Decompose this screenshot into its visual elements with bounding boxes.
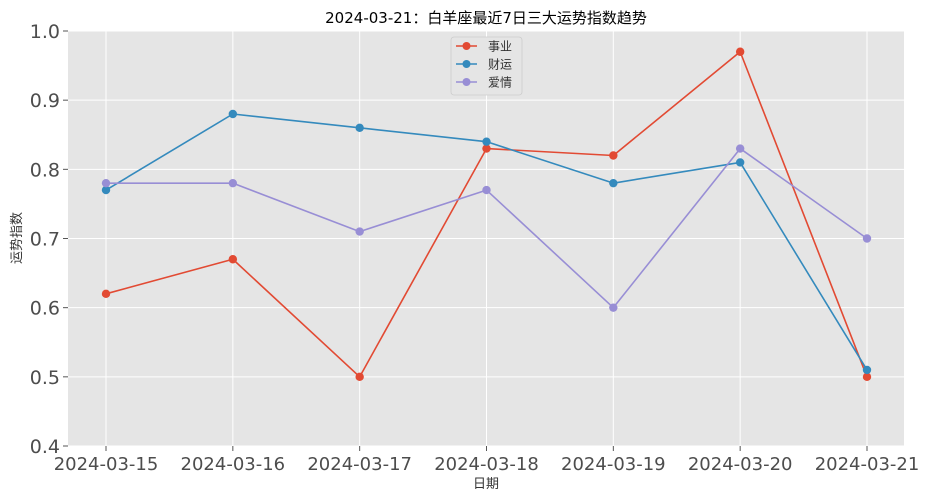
data-point xyxy=(862,365,872,375)
data-point xyxy=(355,123,364,133)
data-point xyxy=(735,144,745,153)
data-point xyxy=(228,255,238,264)
data-point xyxy=(482,137,491,146)
data-point xyxy=(482,144,491,153)
y-tick-label: 0.8 xyxy=(30,159,60,181)
x-tick-label: 2024-03-18 xyxy=(434,454,539,475)
series-1 xyxy=(101,109,872,375)
x-tick-label: 2024-03-15 xyxy=(54,454,159,475)
data-point xyxy=(228,178,238,188)
series-2 xyxy=(101,144,872,312)
data-point xyxy=(101,289,111,299)
data-point xyxy=(735,158,745,167)
legend-label: 财运 xyxy=(488,58,512,72)
data-point xyxy=(482,185,491,195)
legend-marker xyxy=(462,78,471,86)
y-tick-labels: 0.4 0.5 0.6 0.7 0.8 0.9 1.0 xyxy=(30,21,68,458)
legend-marker xyxy=(462,42,471,50)
y-tick-label: 0.7 xyxy=(30,229,60,251)
series-0 xyxy=(101,47,872,382)
data-point xyxy=(735,47,745,56)
x-tick-label: 2024-03-17 xyxy=(307,454,412,475)
chart-title: 2024-03-21：白羊座最近7日三大运势指数趋势 xyxy=(325,9,647,27)
y-tick-label: 0.4 xyxy=(30,436,60,458)
data-point xyxy=(609,178,618,188)
data-point xyxy=(355,227,364,236)
legend-marker xyxy=(462,60,471,68)
x-tick-label: 2024-03-19 xyxy=(561,454,666,475)
x-tick-label: 2024-03-21 xyxy=(815,454,920,475)
x-axis-label: 日期 xyxy=(473,477,499,492)
x-tick-label: 2024-03-20 xyxy=(688,454,793,475)
data-point xyxy=(228,109,238,119)
data-point xyxy=(609,303,618,312)
data-point xyxy=(101,185,111,195)
legend-label: 爱情 xyxy=(488,76,512,90)
x-tick-label: 2024-03-16 xyxy=(181,454,286,475)
y-tick-label: 0.6 xyxy=(30,298,60,320)
series-layer xyxy=(101,47,872,382)
data-point xyxy=(862,234,872,243)
y-axis-label: 运势指数 xyxy=(9,212,25,264)
y-tick-label: 1.0 xyxy=(30,21,60,43)
data-point xyxy=(862,372,872,382)
data-point xyxy=(609,151,618,160)
y-tick-label: 0.5 xyxy=(30,367,60,389)
data-point xyxy=(355,372,364,382)
data-point xyxy=(101,178,111,188)
legend-label: 事业 xyxy=(488,40,512,54)
x-tick-labels: 2024-03-15 2024-03-16 2024-03-17 2024-03-18… xyxy=(54,446,920,475)
y-tick-label: 0.9 xyxy=(30,90,60,112)
